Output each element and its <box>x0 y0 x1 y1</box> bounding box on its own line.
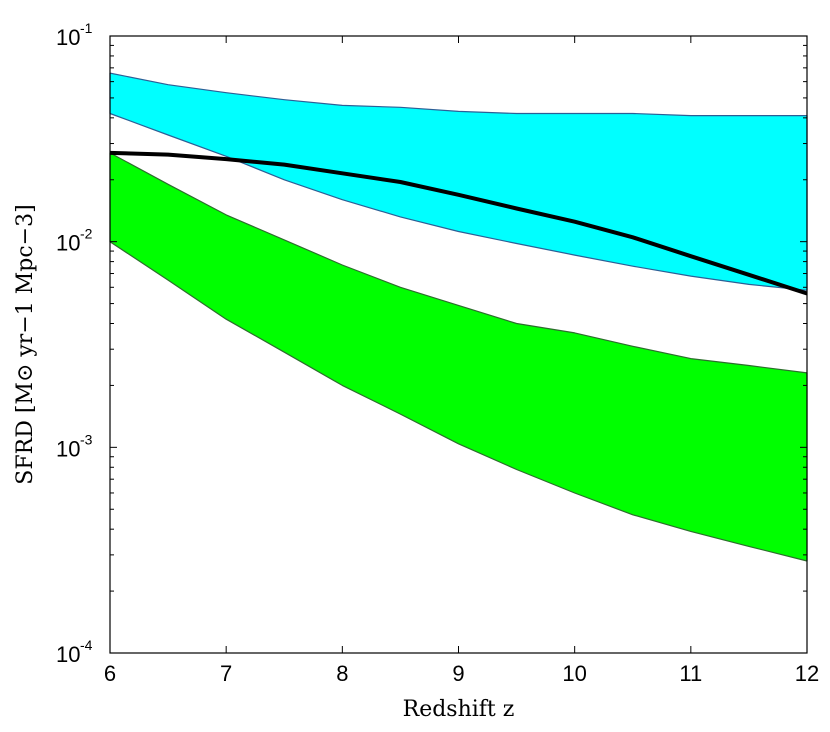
y-tick-label: 10 <box>56 25 80 50</box>
y-tick-label: 10 <box>56 231 80 256</box>
x-tick-label: 11 <box>679 661 702 686</box>
x-tick-label: 6 <box>104 661 116 686</box>
x-tick-label: 12 <box>795 661 819 686</box>
x-tick-label: 8 <box>336 661 348 686</box>
y-axis-label: SFRD [M⊙ yr−1 Mpc−3] <box>13 204 38 484</box>
bands-layer <box>109 72 808 562</box>
y-tick-label-exponent: -3 <box>80 431 93 447</box>
x-tick-label: 10 <box>562 661 586 686</box>
y-tick-label: 10 <box>56 436 80 461</box>
y-tick-label-exponent: -1 <box>80 20 93 36</box>
y-tick-label-exponent: -2 <box>80 226 93 242</box>
x-axis-label: Redshift z <box>403 697 515 722</box>
ticks-layer <box>109 35 808 654</box>
x-tick-label: 7 <box>220 661 232 686</box>
series-layer <box>109 150 808 296</box>
x-tick-label: 9 <box>452 661 464 686</box>
y-tick-label: 10 <box>56 642 80 667</box>
y-tick-label-exponent: -4 <box>80 637 93 653</box>
series-line-1 <box>109 150 808 296</box>
